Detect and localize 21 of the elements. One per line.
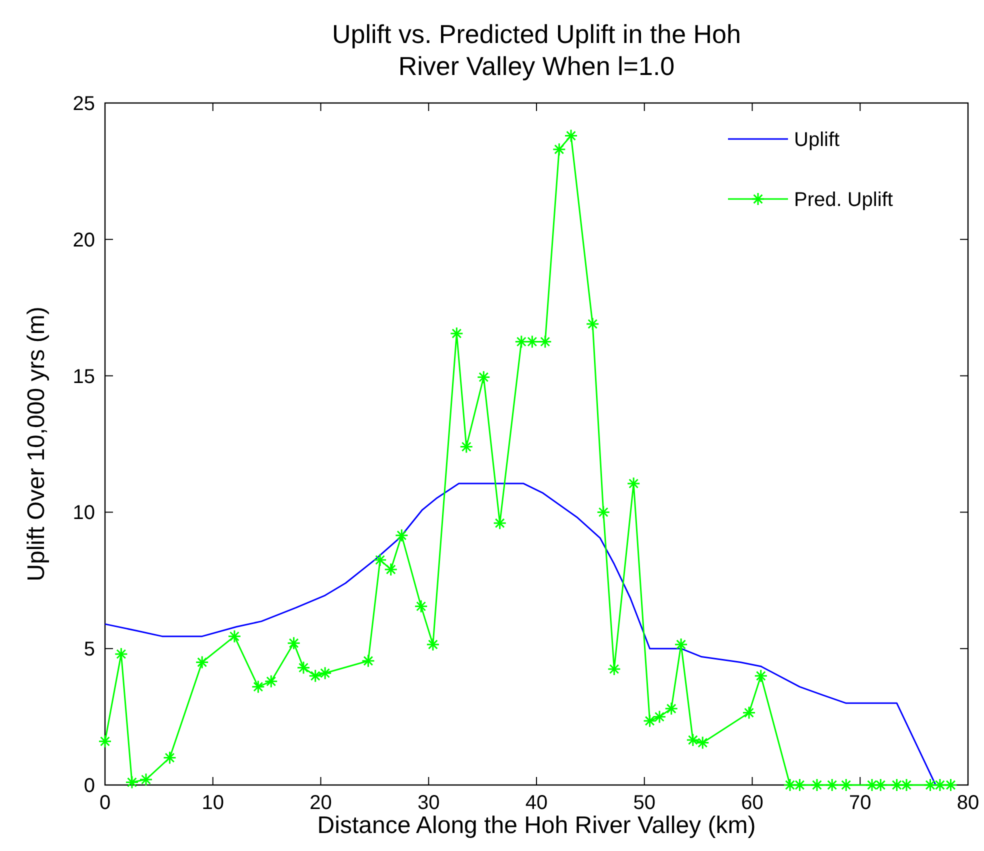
legend-label: Pred. Uplift [794, 189, 894, 211]
x-tick-label: 70 [849, 792, 872, 814]
x-tick-label: 10 [202, 792, 224, 814]
x-tick-label: 0 [99, 792, 111, 814]
y-tick-label: 20 [72, 229, 95, 252]
line-series [104, 482, 936, 786]
x-tick-label: 20 [310, 792, 332, 814]
y-tick-label: 15 [72, 366, 95, 388]
y-tick-label: 5 [84, 638, 95, 661]
x-axis-title: Distance Along the Hoh River Valley (km) [317, 812, 756, 839]
y-axis-title: Uplift Over 10,000 yrs (m) [23, 306, 50, 582]
x-tick-label: 80 [956, 792, 980, 814]
y-tick-label: 0 [84, 775, 95, 797]
legend-label: Uplift [794, 129, 840, 151]
y-tick-label: 25 [72, 93, 95, 115]
x-tick-label: 50 [633, 792, 656, 814]
x-tick-label: 60 [741, 792, 764, 814]
chart-title: Uplift vs. Predicted Uplift in the Hoh River Valley When l=1.0 [332, 19, 741, 81]
x-tick-label: 40 [525, 792, 548, 814]
x-tick-label: 30 [418, 792, 440, 814]
y-tick-label: 10 [72, 502, 95, 524]
